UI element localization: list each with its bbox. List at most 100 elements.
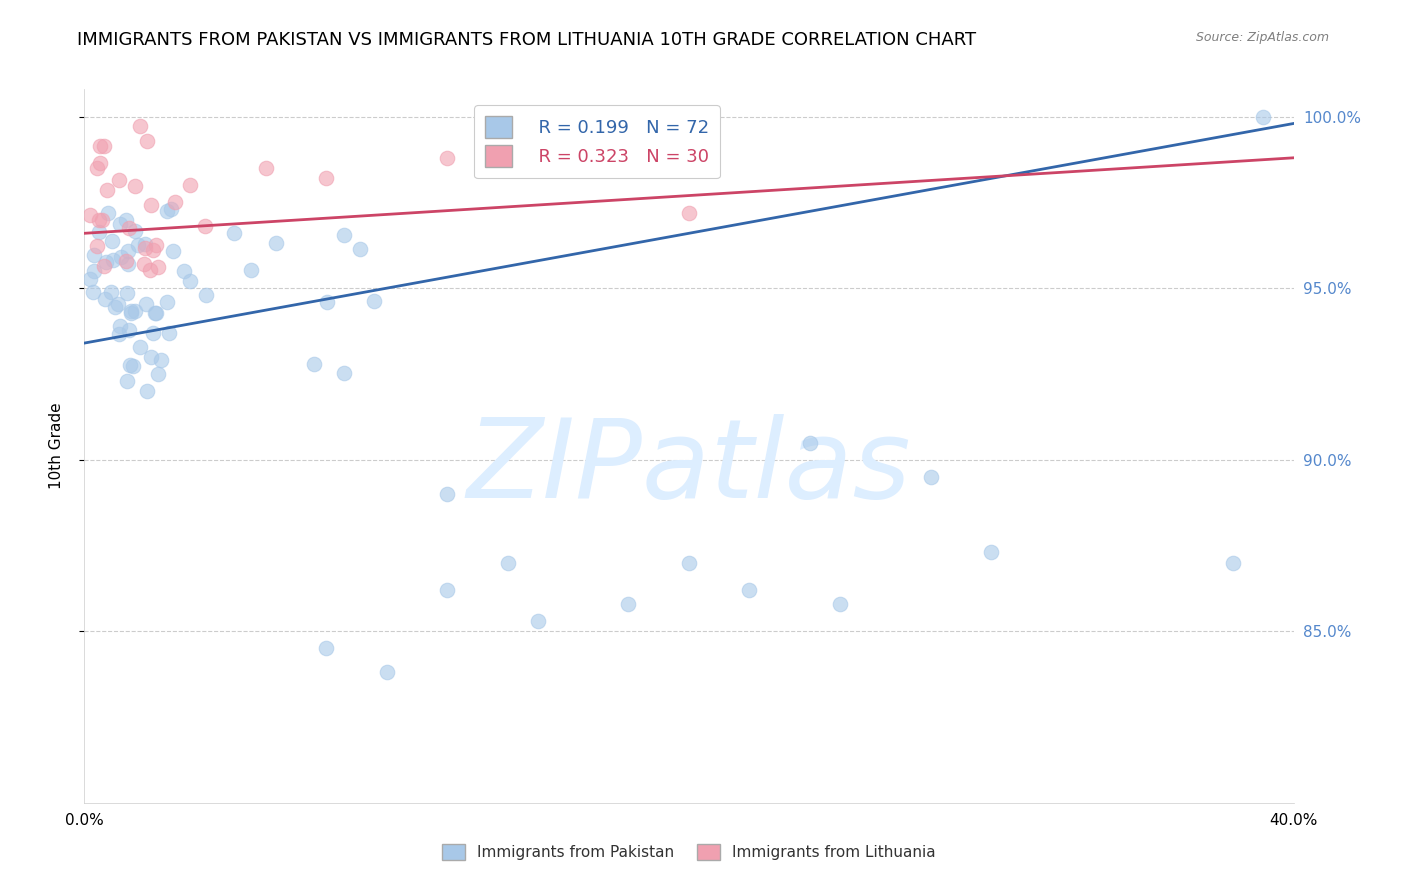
Point (527, 614, 550, 628)
Point (89, 139, 111, 153)
Point (146, 367, 169, 381)
Text: Source: ZipAtlas.com: Source: ZipAtlas.com (1195, 31, 1329, 45)
Text: IMMIGRANTS FROM PAKISTAN VS IMMIGRANTS FROM LITHUANIA 10TH GRADE CORRELATION CHA: IMMIGRANTS FROM PAKISTAN VS IMMIGRANTS F… (77, 31, 976, 49)
Point (117, 257, 139, 271)
Point (79, 272, 101, 286)
Point (128, 119, 150, 133)
Point (120, 303, 142, 318)
Point (90, 212, 112, 227)
Point (134, 241, 156, 255)
Point (830, 597, 852, 611)
Point (315, 171, 337, 186)
Point (134, 237, 156, 252)
Point (436, 487, 458, 501)
Point (142, 326, 165, 340)
Point (738, 583, 761, 598)
Point (124, 304, 146, 318)
Point (173, 264, 195, 278)
Point (120, 306, 142, 320)
Point (107, 297, 129, 311)
Point (920, 470, 942, 484)
Point (159, 202, 181, 216)
Point (194, 219, 217, 234)
Point (129, 340, 152, 354)
Point (127, 238, 149, 252)
Point (145, 238, 167, 252)
Point (89, 156, 111, 170)
Point (134, 257, 156, 271)
Point (304, 358, 326, 372)
Point (179, 274, 201, 288)
Point (157, 326, 180, 340)
Point (118, 220, 141, 235)
Point (139, 198, 162, 212)
Point (239, 262, 262, 277)
Point (149, 352, 172, 367)
Point (94, 255, 117, 269)
Point (101, 252, 124, 267)
Point (97, 206, 120, 220)
Point (124, 224, 146, 238)
Point (87, 225, 110, 239)
Point (165, 195, 187, 210)
Point (136, 134, 159, 148)
Point (89, 212, 111, 227)
Point (86, 238, 108, 252)
Point (94, 293, 117, 307)
Point (96, 183, 118, 197)
Point (142, 244, 165, 258)
Point (135, 297, 157, 311)
Point (179, 178, 201, 193)
Point (138, 262, 160, 277)
Point (264, 236, 287, 251)
Point (79, 208, 101, 222)
Point (86, 161, 108, 176)
Point (120, 359, 142, 373)
Point (83, 264, 105, 278)
Point (315, 294, 337, 309)
Point (195, 287, 218, 301)
Point (617, 597, 640, 611)
Point (115, 254, 138, 268)
Point (108, 173, 131, 187)
Point (363, 293, 385, 308)
Point (114, 213, 136, 227)
Point (436, 583, 458, 598)
Point (315, 641, 337, 656)
Point (799, 435, 821, 450)
Point (678, 556, 700, 570)
Point (332, 366, 354, 380)
Point (139, 350, 162, 364)
Point (93, 259, 115, 273)
Point (496, 556, 519, 570)
Point (145, 306, 167, 320)
Point (108, 217, 131, 231)
Point (156, 203, 179, 218)
Point (82, 285, 104, 300)
Point (162, 244, 184, 259)
Point (115, 285, 138, 300)
Point (1253, 110, 1275, 124)
Y-axis label: 10th Grade: 10th Grade (49, 402, 63, 490)
Point (375, 665, 398, 680)
Point (980, 545, 1002, 559)
Point (108, 319, 131, 334)
Legend: Immigrants from Pakistan, Immigrants from Lithuania: Immigrants from Pakistan, Immigrants fro… (436, 838, 942, 866)
Point (254, 161, 277, 175)
Point (122, 359, 145, 374)
Point (108, 327, 131, 342)
Point (104, 300, 127, 314)
Point (118, 323, 141, 337)
Point (156, 295, 179, 310)
Point (93, 139, 115, 153)
Point (117, 244, 139, 259)
Point (678, 205, 700, 219)
Point (100, 285, 122, 300)
Point (110, 250, 132, 264)
Point (349, 242, 371, 256)
Point (83, 248, 105, 262)
Point (100, 234, 122, 248)
Point (222, 226, 245, 240)
Point (436, 151, 458, 165)
Point (333, 227, 356, 242)
